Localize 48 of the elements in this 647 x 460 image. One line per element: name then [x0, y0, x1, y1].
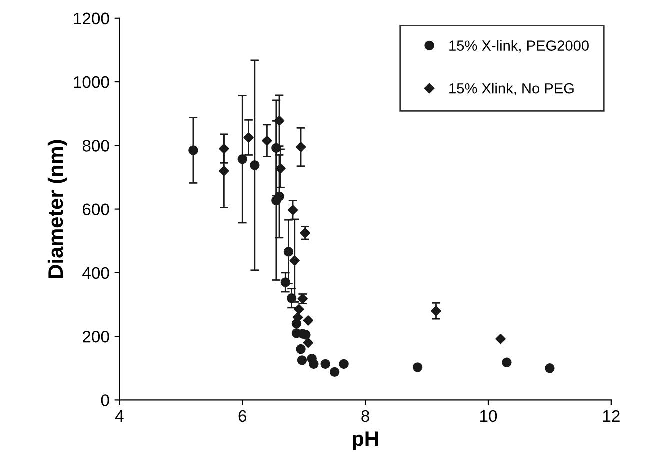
- point: [272, 143, 282, 154]
- y-axis-title: Diameter (nm): [48, 140, 68, 278]
- y-tick-label: 1200: [74, 12, 110, 25]
- point: [262, 136, 272, 146]
- y-tick-label: 800: [82, 140, 110, 152]
- x-tick-label: 6: [238, 410, 247, 422]
- legend-label: 15% X-link, PEG2000: [450, 40, 589, 53]
- point: [303, 316, 314, 326]
- point: [238, 154, 248, 164]
- point: [496, 334, 506, 344]
- x-tick-label: 10: [480, 410, 498, 422]
- point: [297, 356, 308, 366]
- point: [286, 294, 297, 304]
- point: [320, 359, 330, 370]
- point: [284, 247, 294, 257]
- point: [188, 146, 198, 156]
- point: [219, 166, 230, 176]
- point: [276, 163, 286, 174]
- x-axis-title: pH: [353, 432, 378, 450]
- point: [545, 364, 555, 374]
- point: [339, 359, 349, 370]
- point: [280, 278, 291, 288]
- y-tick-label: 400: [82, 267, 110, 280]
- x-tick-label: 8: [362, 410, 370, 422]
- y-tick-label: 600: [83, 204, 110, 216]
- point: [330, 367, 340, 378]
- point: [244, 132, 254, 143]
- point: [303, 338, 314, 348]
- point: [296, 142, 306, 152]
- point: [309, 359, 319, 370]
- y-tick-label: 1000: [74, 76, 110, 88]
- point: [412, 362, 423, 372]
- legend-label: 15% Xlink, No PEG: [450, 83, 574, 96]
- point: [294, 304, 304, 315]
- x-tick-label: 4: [115, 410, 124, 422]
- point: [219, 144, 230, 154]
- y-tick-label: 200: [83, 330, 110, 343]
- point: [296, 344, 306, 354]
- x-tick-label: 12: [603, 410, 620, 422]
- y-tick-label: 0: [101, 394, 110, 406]
- point: [288, 205, 298, 216]
- point: [502, 358, 512, 368]
- point: [301, 330, 311, 340]
- point: [290, 256, 300, 266]
- point: [274, 116, 285, 126]
- point: [431, 306, 442, 316]
- point: [274, 192, 284, 202]
- point: [250, 160, 260, 170]
